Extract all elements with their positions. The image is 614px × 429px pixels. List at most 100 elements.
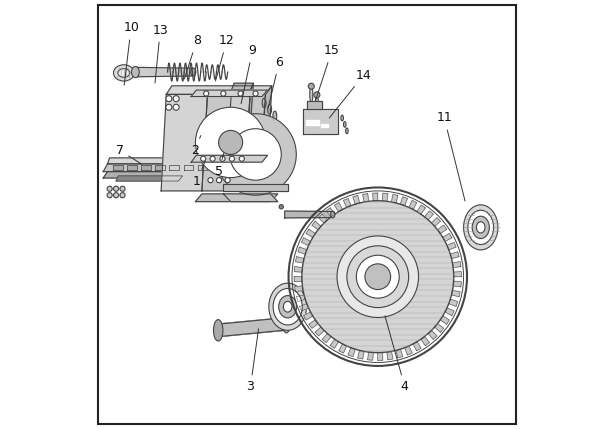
Ellipse shape	[284, 301, 292, 312]
Polygon shape	[432, 218, 440, 227]
Ellipse shape	[269, 283, 306, 330]
Polygon shape	[260, 86, 272, 191]
Circle shape	[173, 104, 179, 110]
Polygon shape	[319, 214, 327, 223]
Circle shape	[120, 193, 125, 198]
Polygon shape	[166, 86, 272, 94]
Polygon shape	[307, 101, 322, 109]
Circle shape	[120, 186, 125, 191]
Ellipse shape	[468, 210, 494, 245]
Circle shape	[219, 130, 243, 154]
Circle shape	[221, 91, 226, 96]
Circle shape	[230, 156, 235, 161]
Polygon shape	[438, 225, 446, 233]
Polygon shape	[417, 205, 426, 214]
Polygon shape	[295, 257, 304, 263]
Ellipse shape	[273, 288, 302, 325]
Circle shape	[215, 114, 297, 195]
Polygon shape	[191, 90, 268, 97]
Circle shape	[229, 131, 235, 137]
Circle shape	[107, 193, 112, 198]
Polygon shape	[309, 320, 318, 328]
Polygon shape	[315, 327, 324, 336]
Ellipse shape	[316, 95, 319, 111]
Circle shape	[365, 264, 391, 290]
Circle shape	[230, 129, 281, 180]
Polygon shape	[322, 333, 331, 343]
Polygon shape	[297, 295, 305, 302]
Polygon shape	[306, 229, 316, 237]
Polygon shape	[184, 165, 193, 170]
Polygon shape	[447, 242, 456, 250]
Ellipse shape	[472, 216, 489, 239]
Ellipse shape	[262, 98, 266, 108]
Ellipse shape	[464, 205, 498, 250]
Polygon shape	[295, 286, 303, 292]
Circle shape	[114, 186, 119, 191]
Circle shape	[166, 104, 172, 110]
Circle shape	[246, 131, 252, 137]
Polygon shape	[363, 193, 368, 202]
Polygon shape	[373, 193, 378, 201]
Ellipse shape	[268, 105, 271, 114]
Polygon shape	[169, 165, 179, 170]
Polygon shape	[202, 94, 265, 191]
Circle shape	[239, 156, 244, 161]
Polygon shape	[445, 308, 454, 316]
Text: 2: 2	[191, 136, 201, 157]
Polygon shape	[387, 351, 393, 360]
Circle shape	[253, 91, 258, 96]
Ellipse shape	[341, 115, 343, 121]
Polygon shape	[440, 316, 449, 324]
Polygon shape	[425, 211, 433, 220]
Polygon shape	[301, 238, 311, 245]
Polygon shape	[294, 266, 303, 272]
Polygon shape	[378, 353, 383, 360]
Ellipse shape	[310, 86, 313, 103]
Ellipse shape	[273, 111, 277, 121]
Circle shape	[347, 246, 409, 308]
Circle shape	[195, 107, 266, 178]
Polygon shape	[225, 131, 257, 137]
Polygon shape	[330, 339, 338, 348]
Text: 3: 3	[246, 329, 258, 393]
Polygon shape	[368, 352, 373, 360]
Polygon shape	[113, 165, 123, 170]
Text: 8: 8	[184, 34, 201, 79]
Polygon shape	[353, 196, 360, 204]
Circle shape	[208, 178, 213, 183]
Polygon shape	[155, 165, 165, 170]
Circle shape	[337, 236, 419, 317]
Polygon shape	[400, 197, 408, 206]
Circle shape	[225, 178, 230, 183]
Circle shape	[114, 193, 119, 198]
Polygon shape	[343, 199, 351, 208]
Circle shape	[238, 131, 244, 137]
Ellipse shape	[343, 122, 346, 127]
Polygon shape	[339, 344, 347, 353]
Polygon shape	[409, 200, 417, 209]
Polygon shape	[335, 202, 343, 212]
Polygon shape	[453, 281, 461, 287]
Polygon shape	[298, 247, 307, 254]
Polygon shape	[428, 330, 437, 339]
Text: 12: 12	[216, 34, 235, 81]
Polygon shape	[231, 83, 254, 90]
Polygon shape	[223, 194, 278, 202]
Polygon shape	[136, 67, 193, 77]
Circle shape	[279, 205, 284, 209]
Text: 9: 9	[241, 44, 257, 104]
Polygon shape	[421, 336, 429, 345]
Ellipse shape	[330, 211, 335, 218]
Polygon shape	[450, 252, 459, 259]
Ellipse shape	[476, 222, 485, 233]
Polygon shape	[191, 155, 268, 162]
Polygon shape	[161, 94, 208, 191]
Ellipse shape	[114, 65, 134, 81]
Text: 1: 1	[193, 161, 205, 187]
Polygon shape	[303, 109, 338, 134]
Polygon shape	[198, 165, 207, 170]
Circle shape	[314, 92, 320, 98]
Circle shape	[201, 156, 206, 161]
Ellipse shape	[131, 66, 139, 78]
